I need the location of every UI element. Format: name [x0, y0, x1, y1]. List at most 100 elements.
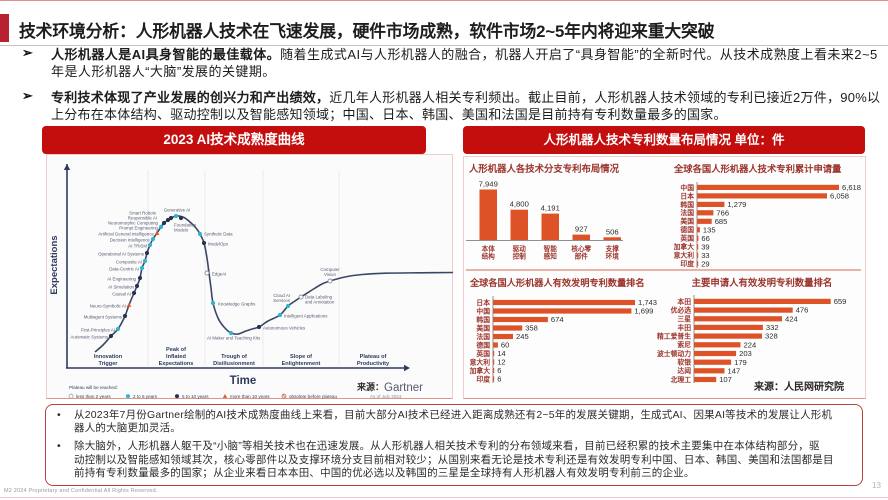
svg-text:Expectations: Expectations [49, 235, 60, 294]
svg-text:印度: 印度 [680, 259, 694, 268]
svg-text:德国: 德国 [680, 225, 694, 234]
svg-text:韩国: 韩国 [680, 200, 694, 209]
svg-text:Intelligent Applications: Intelligent Applications [284, 314, 328, 319]
svg-text:Expectations: Expectations [159, 361, 194, 367]
svg-text:Synthetic Data: Synthetic Data [204, 232, 233, 237]
svg-text:First-Principles AI: First-Principles AI [81, 328, 115, 333]
svg-text:ModelOps: ModelOps [208, 242, 229, 247]
svg-text:6,058: 6,058 [830, 192, 849, 201]
svg-text:来源：人民网研究院: 来源：人民网研究院 [753, 380, 844, 393]
svg-text:Disillusionment: Disillusionment [213, 361, 255, 367]
svg-text:1,279: 1,279 [727, 200, 746, 209]
svg-text:精工爱普生: 精工爱普生 [657, 332, 691, 341]
svg-text:Plateau will be reached:: Plateau will be reached: [69, 385, 118, 390]
svg-text:659: 659 [834, 297, 847, 306]
svg-text:39: 39 [701, 242, 709, 251]
svg-text:法国: 法国 [476, 332, 490, 341]
svg-text:Automatic Systems: Automatic Systems [70, 335, 108, 340]
svg-text:685: 685 [715, 217, 728, 226]
svg-text:支撑: 支撑 [606, 244, 620, 253]
svg-text:obsolete before plateau: obsolete before plateau [289, 394, 337, 399]
svg-text:英国: 英国 [475, 349, 490, 358]
svg-text:中国: 中国 [476, 306, 490, 315]
svg-text:美国: 美国 [476, 323, 490, 332]
svg-text:6,618: 6,618 [842, 183, 861, 192]
svg-text:本体: 本体 [481, 244, 496, 253]
svg-text:Composite AI: Composite AI [116, 260, 142, 265]
svg-text:60: 60 [501, 341, 509, 350]
svg-text:12: 12 [497, 358, 505, 367]
svg-text:Neuro-Symbolic AI: Neuro-Symbolic AI [90, 304, 126, 309]
svg-text:Causal AI: Causal AI [112, 292, 131, 297]
svg-text:Productivity: Productivity [357, 361, 390, 367]
svg-text:本田: 本田 [677, 297, 691, 306]
svg-text:Plateau of: Plateau of [360, 354, 387, 360]
svg-text:中国: 中国 [680, 183, 694, 192]
svg-text:Generative AI: Generative AI [164, 208, 191, 213]
svg-text:766: 766 [716, 208, 729, 217]
svg-text:索尼: 索尼 [677, 340, 691, 349]
svg-text:意大利: 意大利 [674, 251, 695, 260]
svg-text:人形机器人各技术分支专利布局情况: 人形机器人各技术分支专利布局情况 [468, 163, 620, 174]
svg-text:424: 424 [785, 314, 798, 323]
svg-text:达闼: 达闼 [677, 366, 691, 375]
svg-text:224: 224 [744, 340, 757, 349]
svg-text:意大利: 意大利 [470, 357, 491, 366]
svg-text:日本: 日本 [476, 298, 490, 307]
svg-text:66: 66 [701, 234, 709, 243]
svg-text:AI Maker and Teaching Kits: AI Maker and Teaching Kits [207, 336, 261, 341]
svg-text:less than 2 years: less than 2 years [76, 394, 111, 399]
svg-text:Time: Time [230, 375, 257, 387]
svg-text:Data Labeling: Data Labeling [305, 295, 333, 300]
svg-text:Knowledge Graphs: Knowledge Graphs [218, 302, 256, 307]
svg-text:全球各国人形机器人有效发明专利数量排名: 全球各国人形机器人有效发明专利数量排名 [469, 277, 645, 288]
svg-text:环境: 环境 [606, 252, 620, 261]
svg-text:1,699: 1,699 [634, 307, 653, 316]
svg-text:107: 107 [719, 375, 732, 384]
svg-text:203: 203 [739, 349, 752, 358]
svg-text:部件: 部件 [575, 252, 589, 261]
svg-text:4,800: 4,800 [510, 200, 529, 209]
svg-text:and Annotation: and Annotation [305, 300, 335, 305]
svg-text:Responsible AI: Responsible AI [128, 216, 157, 221]
svg-text:加拿大: 加拿大 [469, 366, 491, 375]
svg-text:主要申请人有效发明专利数量排名: 主要申请人有效发明专利数量排名 [692, 277, 833, 288]
svg-text:Trough of: Trough of [221, 354, 247, 360]
svg-text:Services: Services [273, 298, 291, 303]
svg-text:Vision: Vision [324, 272, 336, 277]
svg-text:476: 476 [796, 306, 809, 315]
svg-text:As of July 2023: As of July 2023 [370, 394, 402, 399]
svg-text:Neuromorphic Computing: Neuromorphic Computing [108, 221, 159, 226]
svg-text:6: 6 [497, 375, 501, 384]
svg-text:Computer: Computer [320, 267, 340, 272]
svg-text:2 to 5 years: 2 to 5 years [133, 394, 158, 399]
svg-text:506: 506 [606, 227, 619, 236]
svg-text:英国: 英国 [679, 234, 694, 243]
svg-text:Inflated: Inflated [166, 354, 186, 360]
svg-text:Data-Centric AI: Data-Centric AI [109, 267, 139, 272]
svg-text:6: 6 [497, 366, 501, 375]
svg-text:4,191: 4,191 [541, 204, 560, 213]
svg-text:147: 147 [728, 366, 741, 375]
svg-text:日本: 日本 [680, 191, 694, 200]
svg-text:328: 328 [765, 332, 778, 341]
svg-text:美国: 美国 [680, 217, 694, 226]
svg-text:Operational AI Systems: Operational AI Systems [98, 252, 145, 257]
svg-text:135: 135 [703, 225, 716, 234]
svg-text:优必选: 优必选 [671, 306, 692, 315]
svg-text:Peak of: Peak of [166, 347, 186, 353]
svg-text:Trigger: Trigger [99, 361, 119, 367]
svg-text:来源：: 来源： [356, 381, 384, 392]
svg-text:Prompt Engineering: Prompt Engineering [119, 226, 158, 231]
svg-text:驱动: 驱动 [513, 244, 527, 253]
svg-text:1,743: 1,743 [638, 298, 657, 307]
svg-text:Multiagent Systems: Multiagent Systems [84, 315, 123, 320]
svg-text:29: 29 [701, 259, 709, 268]
svg-text:Models: Models [174, 228, 189, 233]
svg-text:Decision Intelligence: Decision Intelligence [110, 238, 151, 243]
svg-text:控制: 控制 [513, 252, 527, 261]
svg-text:EdgeAI: EdgeAI [212, 272, 226, 277]
svg-text:927: 927 [575, 225, 588, 234]
svg-text:AI Engineering: AI Engineering [107, 277, 136, 282]
svg-text:Artificial General Intelligenc: Artificial General Intelligence [98, 232, 154, 237]
